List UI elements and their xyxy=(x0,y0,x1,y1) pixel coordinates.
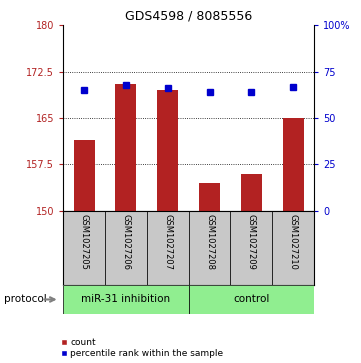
Bar xyxy=(147,211,188,285)
Bar xyxy=(283,118,304,211)
Bar xyxy=(199,183,220,211)
Text: miR-31 inhibition: miR-31 inhibition xyxy=(81,294,170,305)
Bar xyxy=(188,211,230,285)
Text: GSM1027205: GSM1027205 xyxy=(79,214,88,270)
Text: GSM1027209: GSM1027209 xyxy=(247,214,256,270)
Bar xyxy=(241,174,262,211)
Text: GSM1027208: GSM1027208 xyxy=(205,214,214,270)
Bar xyxy=(272,211,314,285)
Bar xyxy=(230,211,272,285)
Text: control: control xyxy=(233,294,270,305)
Legend: count, percentile rank within the sample: count, percentile rank within the sample xyxy=(61,338,223,359)
Text: GSM1027210: GSM1027210 xyxy=(289,214,298,270)
Text: GSM1027207: GSM1027207 xyxy=(163,214,172,270)
Bar xyxy=(74,140,95,211)
Bar xyxy=(157,90,178,211)
Bar xyxy=(116,84,136,211)
Bar xyxy=(188,285,314,314)
Text: protocol: protocol xyxy=(4,294,46,305)
Bar xyxy=(63,285,188,314)
Title: GDS4598 / 8085556: GDS4598 / 8085556 xyxy=(125,10,252,23)
Text: GSM1027206: GSM1027206 xyxy=(121,214,130,270)
Bar xyxy=(63,211,105,285)
Bar xyxy=(105,211,147,285)
